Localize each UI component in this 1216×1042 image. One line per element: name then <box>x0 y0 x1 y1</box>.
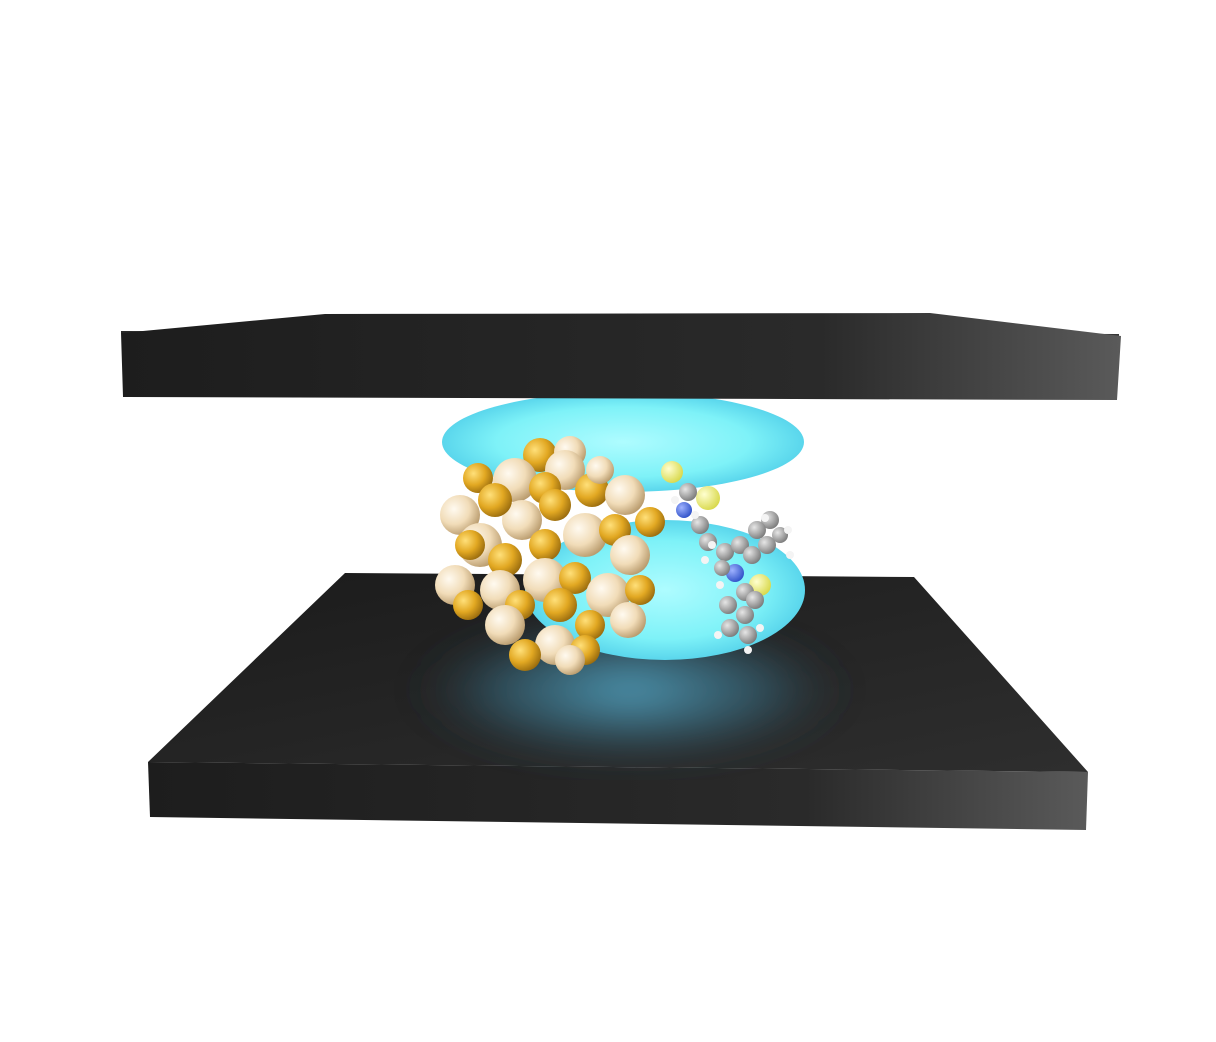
sulfur-atom <box>661 461 683 483</box>
gold-atom <box>559 562 591 594</box>
carbon-atom <box>736 606 754 624</box>
gold-atom <box>463 463 493 493</box>
hydrogen-atom <box>691 511 699 519</box>
carbon-atom <box>731 536 749 554</box>
top-plate <box>121 313 1121 400</box>
top-plate-front-face <box>121 313 1121 400</box>
gold-atom <box>529 529 561 561</box>
nitrogen-atom <box>726 564 744 582</box>
carbon-atom <box>716 543 734 561</box>
hydrogen-atom <box>671 496 679 504</box>
ligand-molecule <box>661 461 794 654</box>
hydrogen-atom <box>786 551 794 559</box>
gold-atom <box>586 456 614 484</box>
nitrogen-atom <box>676 502 692 518</box>
gold-atom <box>610 535 650 575</box>
gold-atom <box>455 530 485 560</box>
gold-atom <box>625 575 655 605</box>
carbon-atom <box>714 560 730 576</box>
carbon-atom <box>739 626 757 644</box>
hydrogen-atom <box>701 556 709 564</box>
gold-atom <box>563 513 607 557</box>
gold-atom <box>502 500 542 540</box>
carbon-atom <box>746 591 764 609</box>
gold-cluster <box>435 436 665 675</box>
gold-atom <box>485 605 525 645</box>
hydrogen-atom <box>716 581 724 589</box>
carbon-atom <box>743 546 761 564</box>
carbon-atom <box>679 483 697 501</box>
gold-atom <box>488 543 522 577</box>
gold-atom <box>635 507 665 537</box>
gold-atom <box>555 645 585 675</box>
carbon-atom <box>772 527 788 543</box>
carbon-atom <box>748 521 766 539</box>
gold-atom <box>440 495 480 535</box>
gold-atom <box>543 588 577 622</box>
hydrogen-atom <box>756 624 764 632</box>
carbon-atom <box>758 536 776 554</box>
hydrogen-atom <box>714 631 722 639</box>
hydrogen-atom <box>708 541 716 549</box>
gold-atom <box>478 483 512 517</box>
gold-atom <box>509 639 541 671</box>
carbon-atom <box>719 596 737 614</box>
gold-atom <box>539 489 571 521</box>
hydrogen-atom <box>761 514 769 522</box>
gold-atom <box>605 475 645 515</box>
gold-atom <box>575 610 605 640</box>
gold-atom <box>453 590 483 620</box>
carbon-atom <box>721 619 739 637</box>
gold-atom <box>610 602 646 638</box>
carbon-atom <box>691 516 709 534</box>
bottom-plate-front-face <box>148 762 1088 830</box>
sulfur-atom <box>749 574 771 596</box>
sulfur-atom <box>696 486 720 510</box>
hydrogen-atom <box>784 526 792 534</box>
hydrogen-atom <box>744 646 752 654</box>
